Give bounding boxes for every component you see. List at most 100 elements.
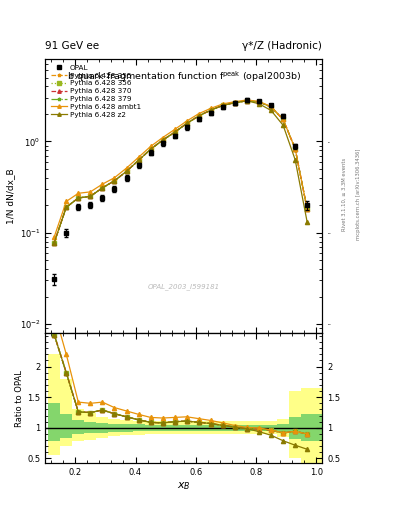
Pythia 6.428 355 [257,99,261,105]
Pythia 6.428 356 [173,129,177,135]
Pythia 6.428 ambt1 [233,99,237,105]
Pythia 6.428 356 [124,168,129,175]
Pythia 6.428 370 [196,113,201,119]
Pythia 6.428 356 [257,99,261,105]
Pythia 6.428 355 [293,146,298,152]
Pythia 6.428 370 [136,157,141,163]
Pythia 6.428 356 [233,100,237,106]
Line: Pythia 6.428 370: Pythia 6.428 370 [52,99,309,245]
Pythia 6.428 379 [124,168,129,175]
Pythia 6.428 355 [76,195,81,201]
Pythia 6.428 ambt1 [208,105,213,112]
Pythia 6.428 356 [160,137,165,143]
Pythia 6.428 z2 [208,107,213,113]
Pythia 6.428 z2 [124,168,129,175]
Text: mcplots.cern.ch [arXiv:1306.3436]: mcplots.cern.ch [arXiv:1306.3436] [356,149,361,240]
Pythia 6.428 370 [269,104,274,110]
Pythia 6.428 379 [220,102,225,109]
Pythia 6.428 370 [160,137,165,143]
Pythia 6.428 ambt1 [173,126,177,133]
Pythia 6.428 356 [148,146,153,152]
Pythia 6.428 370 [208,107,213,113]
Pythia 6.428 379 [112,178,117,184]
Pythia 6.428 ambt1 [160,135,165,141]
Pythia 6.428 355 [52,240,57,246]
Pythia 6.428 356 [220,102,225,109]
Pythia 6.428 z2 [269,108,274,114]
Pythia 6.428 356 [112,178,117,184]
Text: OPAL_2003_I599181: OPAL_2003_I599181 [148,283,220,290]
Pythia 6.428 379 [148,146,153,152]
Line: Pythia 6.428 ambt1: Pythia 6.428 ambt1 [52,98,309,239]
Pythia 6.428 379 [52,240,57,246]
Pythia 6.428 355 [220,102,225,109]
Pythia 6.428 370 [184,120,189,126]
Pythia 6.428 370 [281,116,285,122]
Pythia 6.428 z2 [64,204,69,210]
Pythia 6.428 356 [100,185,105,191]
Pythia 6.428 ambt1 [269,103,274,110]
Pythia 6.428 ambt1 [112,175,117,181]
Pythia 6.428 ambt1 [196,111,201,117]
Pythia 6.428 379 [305,206,310,212]
Pythia 6.428 355 [136,157,141,163]
Pythia 6.428 ambt1 [88,189,93,195]
Legend: OPAL, Pythia 6.428 355, Pythia 6.428 356, Pythia 6.428 370, Pythia 6.428 379, Py: OPAL, Pythia 6.428 355, Pythia 6.428 356… [49,62,143,120]
Pythia 6.428 379 [208,107,213,113]
Pythia 6.428 379 [100,185,105,191]
Pythia 6.428 355 [88,193,93,199]
Pythia 6.428 370 [124,168,129,175]
Pythia 6.428 356 [208,107,213,113]
Line: Pythia 6.428 379: Pythia 6.428 379 [52,99,309,245]
Pythia 6.428 355 [196,113,201,119]
Pythia 6.428 z2 [281,122,285,129]
Pythia 6.428 356 [88,193,93,199]
Pythia 6.428 355 [281,116,285,122]
Pythia 6.428 z2 [112,178,117,184]
Pythia 6.428 370 [52,240,57,246]
Pythia 6.428 379 [173,129,177,135]
Pythia 6.428 355 [269,104,274,110]
Pythia 6.428 379 [269,104,274,110]
Pythia 6.428 370 [100,185,105,191]
Pythia 6.428 355 [100,185,105,191]
Line: Pythia 6.428 355: Pythia 6.428 355 [52,99,309,245]
Pythia 6.428 355 [160,137,165,143]
Pythia 6.428 379 [184,120,189,126]
Pythia 6.428 355 [64,204,69,210]
Pythia 6.428 355 [305,206,310,212]
Pythia 6.428 370 [257,99,261,105]
Pythia 6.428 370 [76,195,81,201]
Pythia 6.428 379 [257,99,261,105]
Y-axis label: 1/N dN/dx_B: 1/N dN/dx_B [6,168,15,224]
Pythia 6.428 z2 [233,100,237,106]
Pythia 6.428 ambt1 [76,190,81,197]
Y-axis label: Ratio to OPAL: Ratio to OPAL [15,370,24,426]
Pythia 6.428 ambt1 [136,154,141,160]
Pythia 6.428 356 [281,116,285,122]
Pythia 6.428 379 [244,98,249,104]
Text: Rivet 3.1.10, ≥ 3.3M events: Rivet 3.1.10, ≥ 3.3M events [342,158,347,231]
Pythia 6.428 ambt1 [220,101,225,107]
Pythia 6.428 379 [88,193,93,199]
Pythia 6.428 355 [124,168,129,175]
Pythia 6.428 370 [148,146,153,152]
Pythia 6.428 379 [293,146,298,152]
Text: b quark fragmentation function f$^{\rm peak}$ (opal2003b): b quark fragmentation function f$^{\rm p… [67,70,301,84]
Pythia 6.428 370 [220,102,225,109]
Pythia 6.428 z2 [305,219,310,225]
Pythia 6.428 356 [76,195,81,201]
Pythia 6.428 ambt1 [184,118,189,124]
Pythia 6.428 ambt1 [148,143,153,150]
Pythia 6.428 356 [136,157,141,163]
Line: Pythia 6.428 356: Pythia 6.428 356 [52,99,309,245]
Pythia 6.428 355 [233,100,237,106]
Line: Pythia 6.428 z2: Pythia 6.428 z2 [52,99,309,245]
Pythia 6.428 379 [160,137,165,143]
Pythia 6.428 379 [233,100,237,106]
Pythia 6.428 z2 [76,195,81,201]
Text: γ*/Z (Hadronic): γ*/Z (Hadronic) [242,41,322,51]
Pythia 6.428 379 [196,113,201,119]
Pythia 6.428 356 [196,113,201,119]
Pythia 6.428 370 [173,129,177,135]
